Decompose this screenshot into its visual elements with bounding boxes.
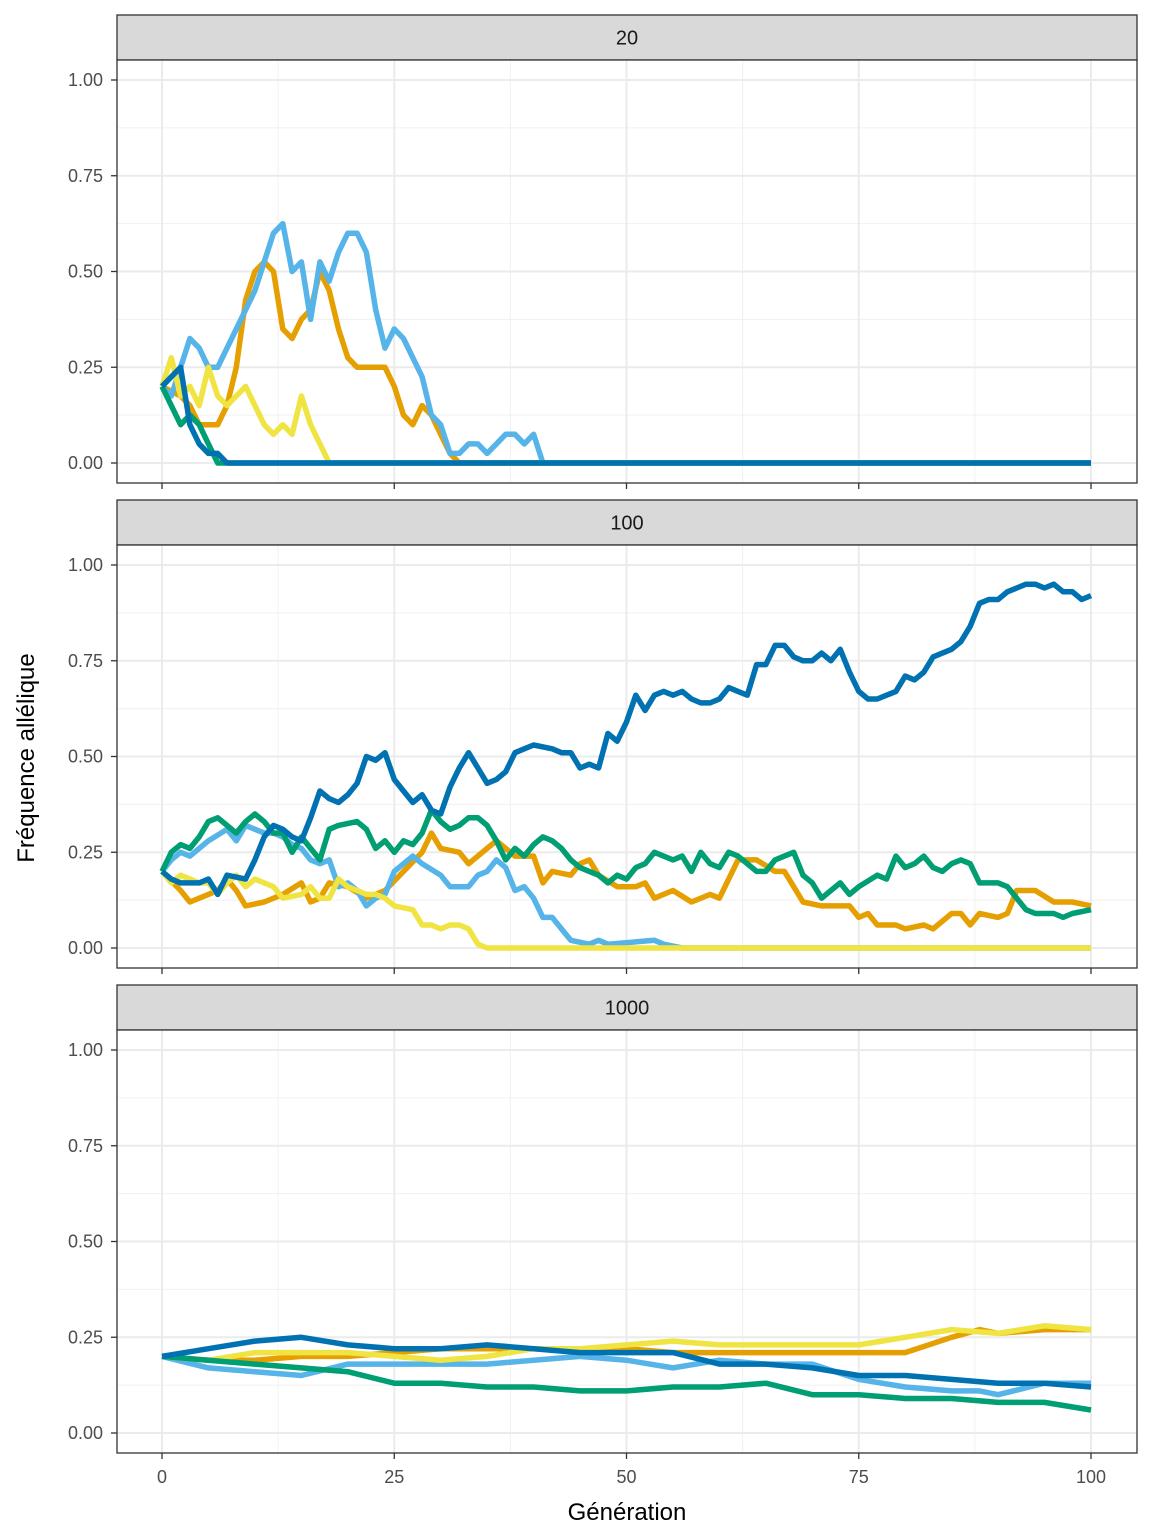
facet-strip-label: 1000 [605,998,650,1020]
facet-strip-label: 100 [610,513,643,535]
series-line-1 [160,830,1092,932]
series-line-2 [160,220,1091,466]
series-group [159,581,1093,951]
x-tick-label: 50 [616,1467,636,1487]
series-group [159,220,1091,466]
x-axis: 0 25 50 75 100 [157,1467,1106,1487]
y-tick-label: 0.25 [68,357,103,377]
series-line-2 [159,822,1091,951]
y-tick-label: 0.75 [68,166,103,186]
y-tick-label: 0.00 [68,938,103,958]
y-tick-label: 0.75 [68,651,103,671]
x-tick-label: 75 [849,1467,869,1487]
y-axis-title: Fréquence allélique [13,653,40,862]
y-tick-label: 0.00 [68,1423,103,1443]
y-tick-label: 0.25 [68,1327,103,1347]
facet-panels: 20 0.00 0.25 0.50 0.75 1.00 100 0.00 0.25 0.50 0.7… [68,14,1138,1459]
y-tick-label: 0.50 [68,747,103,767]
x-tick-label: 25 [384,1467,404,1487]
series-line-4 [161,1353,1092,1413]
y-tick-label: 1.00 [68,555,103,575]
y-tick-label: 0.75 [68,1136,103,1156]
series-line-5 [160,364,1091,466]
y-tick-label: 0.00 [68,453,103,473]
x-tick-label: 100 [1076,1467,1106,1487]
series-line-3 [159,354,1091,466]
series-line-3 [161,1323,1092,1363]
y-tick-label: 1.00 [68,1040,103,1060]
series-line-5 [160,581,1093,898]
y-tick-label: 0.50 [68,262,103,282]
x-tick-label: 0 [157,1467,167,1487]
series-group [161,1323,1092,1413]
facet-panel-100: 100 0.00 0.25 0.50 0.75 1.00 [68,499,1138,974]
y-tick-label: 0.25 [68,842,103,862]
y-tick-label: 0.50 [68,1232,103,1252]
facet-panel-20: 20 0.00 0.25 0.50 0.75 1.00 [68,14,1138,489]
series-line-4 [159,807,1092,921]
y-tick-label: 1.00 [68,70,103,90]
facet-panel-1000: 1000 0.00 0.25 0.50 0.75 1.00 [68,984,1138,1459]
series-line-4 [159,385,1091,466]
x-axis-title: Génération [568,1499,687,1526]
facet-strip [116,14,1138,61]
facet-strip-label: 20 [616,28,638,50]
series-line-5 [161,1334,1092,1390]
